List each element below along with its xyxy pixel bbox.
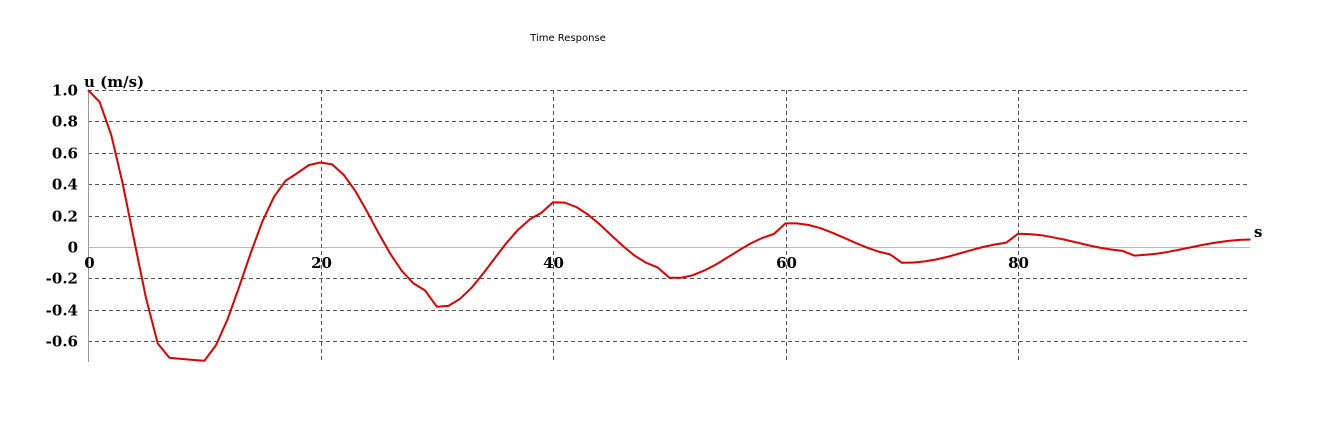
y-axis-label: u (m/s) — [84, 73, 144, 91]
y-tick-label: 0.6 — [52, 145, 78, 163]
x-tick-label: 80 — [1008, 254, 1029, 272]
y-tick-label: -0.2 — [46, 270, 78, 288]
y-tick-label: -0.4 — [46, 302, 78, 320]
y-tick-label: 1.0 — [52, 82, 78, 100]
x-tick-label: 40 — [543, 254, 564, 272]
y-tick-label: 0.2 — [52, 208, 78, 226]
tick-labels: 1.0 0.8 0.6 0.4 0.2 0 -0.2 -0.4 -0.6 0 20 40 60 80 — [46, 82, 1029, 351]
series-layer — [87, 89, 1251, 362]
y-tick-label: -0.6 — [46, 333, 78, 351]
series-line — [87, 89, 1251, 362]
x-tick-label: 60 — [776, 254, 797, 272]
x-tick-label: 0 — [84, 254, 94, 272]
y-tick-label: 0 — [68, 239, 78, 257]
chart-title: Time Response — [529, 33, 606, 44]
y-tick-label: 0.8 — [52, 113, 78, 131]
grid — [88, 90, 1250, 362]
x-tick-label: 20 — [311, 254, 332, 272]
x-axis-label: s — [1254, 223, 1262, 241]
y-tick-label: 0.4 — [52, 176, 78, 194]
